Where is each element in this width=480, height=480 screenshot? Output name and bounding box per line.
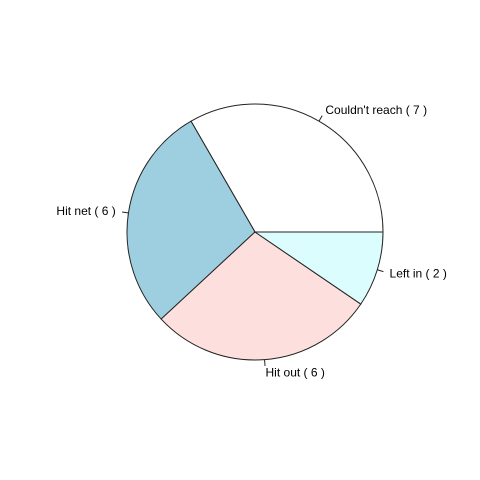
slice-label: Left in ( 2 ) bbox=[390, 267, 447, 281]
pie-slice bbox=[253, 231, 384, 305]
label-tick bbox=[318, 115, 323, 122]
pie-slice bbox=[160, 231, 362, 361]
pie-slice bbox=[190, 103, 384, 233]
slice-label: Hit net ( 6 ) bbox=[56, 204, 115, 218]
label-tick bbox=[377, 269, 384, 273]
pie-slice bbox=[126, 120, 256, 320]
slice-label: Couldn't reach ( 7 ) bbox=[325, 103, 427, 117]
pie-slices bbox=[126, 103, 384, 361]
slice-label: Hit out ( 6 ) bbox=[266, 365, 325, 379]
label-ticks bbox=[122, 115, 384, 367]
label-tick bbox=[122, 211, 129, 214]
slice-labels: Couldn't reach ( 7 ) Hit net ( 6 ) Hit out… bbox=[56, 103, 446, 379]
